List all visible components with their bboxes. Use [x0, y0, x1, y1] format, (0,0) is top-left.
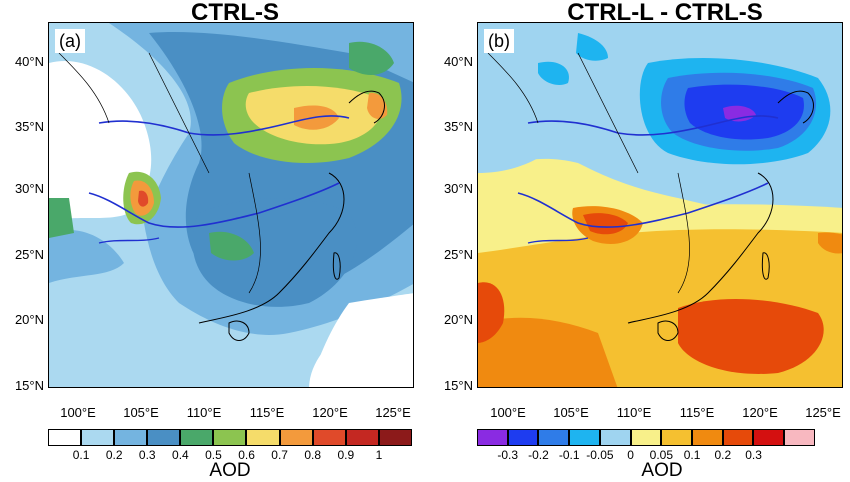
lat-label-40: 40°N	[443, 54, 473, 69]
colorbar-swatch	[180, 429, 214, 446]
lat-label-20: 20°N	[14, 312, 44, 327]
colorbar-swatch	[81, 429, 115, 446]
colorbar-tick-label: 0.1	[72, 448, 90, 462]
colorbar-swatch	[630, 429, 662, 446]
colorbar-tick-label: -0.05	[586, 448, 614, 462]
lon-label-115: 115°E	[249, 405, 285, 420]
colorbar-b	[477, 429, 815, 446]
colorbar-swatch	[246, 429, 280, 446]
colorbar-tick-label: 0.9	[337, 448, 355, 462]
colorbar-tick-label: 0.3	[138, 448, 156, 462]
panel-a-title: CTRL-S	[191, 0, 279, 26]
panel-b-map: (b)	[477, 22, 843, 388]
colorbar-a-label: AOD	[209, 460, 251, 481]
colorbar-tick-label: -0.3	[497, 448, 519, 462]
colorbar-tick-label: 0.2	[105, 448, 123, 462]
colorbar-tick-label: 0.8	[304, 448, 322, 462]
colorbar-swatch	[345, 429, 379, 446]
lon-label-100: 100°E	[490, 405, 526, 420]
lat-label-25: 25°N	[14, 247, 44, 262]
colorbar-swatch	[538, 429, 570, 446]
colorbar-swatch	[599, 429, 631, 446]
colorbar-tick-label: 0.2	[714, 448, 732, 462]
panel-b-title: CTRL-L - CTRL-S	[567, 0, 763, 26]
lat-label-30: 30°N	[14, 181, 44, 196]
colorbar-swatch	[114, 429, 148, 446]
lon-label-120: 120°E	[312, 405, 348, 420]
colorbar-swatch	[692, 429, 723, 446]
lon-label-105: 105°E	[553, 405, 589, 420]
colorbar-tick-label: -0.2	[528, 448, 549, 462]
panel-a-aod-field	[49, 23, 413, 387]
lon-label-120: 120°E	[742, 405, 778, 420]
panel-b-aod-diff-field	[478, 23, 842, 387]
colorbar-swatch	[477, 429, 508, 446]
colorbar-swatch	[661, 429, 693, 446]
colorbar-swatch	[378, 429, 412, 446]
panel-a-label: (a)	[55, 29, 85, 53]
lat-label-35: 35°N	[14, 119, 44, 134]
colorbar-swatch	[784, 429, 815, 446]
colorbar-swatch	[312, 429, 346, 446]
lon-label-105: 105°E	[123, 405, 159, 420]
colorbar-swatch	[279, 429, 313, 446]
colorbar-b-label: AOD	[641, 460, 683, 481]
lat-label-20: 20°N	[443, 312, 473, 327]
lat-label-40: 40°N	[14, 54, 44, 69]
lat-label-30: 30°N	[443, 181, 473, 196]
colorbar-swatch	[147, 429, 181, 446]
colorbar-tick-label: 1	[375, 448, 383, 462]
colorbar-tick-label: 0.7	[271, 448, 288, 462]
panel-b-label: (b)	[484, 29, 514, 53]
lat-label-35: 35°N	[443, 119, 473, 134]
lat-label-25: 25°N	[443, 247, 473, 262]
colorbar-tick-label: 0	[627, 448, 634, 462]
lat-label-15: 15°N	[443, 378, 473, 393]
lon-label-100: 100°E	[60, 405, 96, 420]
colorbar-tick-label: 0.4	[172, 448, 189, 462]
colorbar-tick-label: 0.5	[205, 448, 222, 462]
colorbar-tick-label: -0.1	[558, 448, 580, 462]
colorbar-tick-label: 0.6	[238, 448, 255, 462]
panel-a-map: (a)	[48, 22, 414, 388]
colorbar-swatch	[507, 429, 539, 446]
lat-label-15: 15°N	[14, 378, 44, 393]
colorbar-tick-label: 0.05	[649, 448, 674, 462]
colorbar-tick-label: 0.1	[683, 448, 701, 462]
colorbar-swatch	[569, 429, 600, 446]
colorbar-swatch	[722, 429, 754, 446]
colorbar-swatch	[213, 429, 247, 446]
lon-label-115: 115°E	[679, 405, 715, 420]
colorbar-a	[48, 429, 412, 446]
colorbar-swatch	[48, 429, 82, 446]
lon-label-125: 125°E	[375, 405, 411, 420]
colorbar-tick-label: 0.3	[745, 448, 762, 462]
colorbar-swatch	[753, 429, 785, 446]
lon-label-110: 110°E	[186, 405, 222, 420]
lon-label-110: 110°E	[616, 405, 652, 420]
lon-label-125: 125°E	[805, 405, 841, 420]
